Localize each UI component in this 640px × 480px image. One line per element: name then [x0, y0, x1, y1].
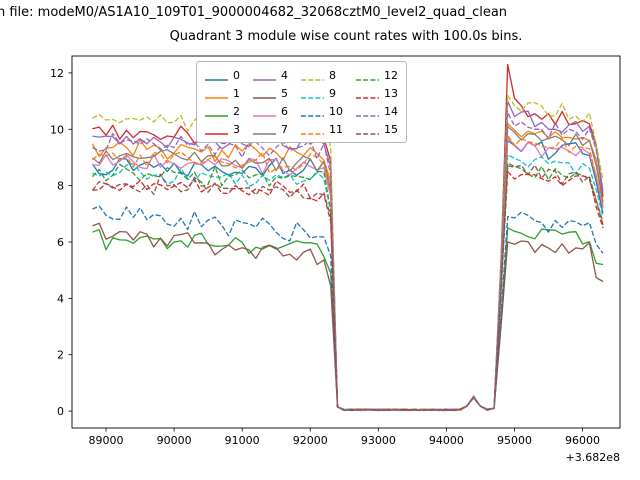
legend-item-15: 15: [356, 121, 398, 137]
legend-label: 0: [233, 68, 240, 82]
y-tick-label: 8: [57, 180, 64, 193]
legend-label: 7: [281, 122, 288, 136]
legend-line-sample: [301, 106, 324, 117]
legend-item-10: 10: [301, 103, 343, 119]
legend-label: 12: [384, 68, 398, 82]
y-tick-label: 4: [57, 292, 64, 305]
legend-line-sample: [356, 124, 379, 135]
y-tick-label: 10: [50, 123, 64, 136]
legend-line-sample: [301, 88, 324, 99]
legend-label: 1: [233, 86, 240, 100]
y-tick-label: 6: [57, 236, 64, 249]
x-tick-label: 91000: [225, 434, 260, 447]
legend-label: 13: [384, 86, 398, 100]
axes-title: Quadrant 3 module wise count rates with …: [169, 29, 523, 44]
x-tick-label: 95000: [497, 434, 532, 447]
legend-line-sample: [253, 88, 276, 99]
legend-line-sample: [253, 124, 276, 135]
series-line-14: [92, 111, 604, 412]
legend-item-6: 6: [253, 103, 288, 119]
legend-label: 10: [329, 104, 343, 118]
x-tick-label: 94000: [429, 434, 464, 447]
legend-line-sample: [253, 70, 276, 81]
legend-item-13: 13: [356, 85, 398, 101]
x-axis-offset-label: +3.682e8: [566, 451, 620, 464]
y-tick-label: 2: [57, 349, 64, 362]
legend-label: 9: [329, 86, 336, 100]
x-tick-label: 89000: [89, 434, 124, 447]
legend-line-sample: [356, 70, 379, 81]
legend-label: 15: [384, 122, 398, 136]
legend-item-5: 5: [253, 85, 288, 101]
x-tick-label: 90000: [157, 434, 192, 447]
legend-line-sample: [253, 106, 276, 117]
legend-line-sample: [301, 70, 324, 81]
legend-line-sample: [356, 106, 379, 117]
legend-label: 6: [281, 104, 288, 118]
legend-item-8: 8: [301, 67, 343, 83]
series-line-15: [91, 164, 604, 412]
legend-item-12: 12: [356, 67, 398, 83]
legend-item-0: 0: [205, 67, 240, 83]
legend-line-sample: [205, 106, 228, 117]
x-tick-label: 93000: [361, 434, 396, 447]
legend-column: 4 5 6 7: [253, 67, 288, 137]
legend-column: 12 13 14 15: [356, 67, 398, 137]
y-tick-label: 12: [50, 67, 64, 80]
legend-line-sample: [205, 70, 228, 81]
legend-line-sample: [205, 124, 228, 135]
legend-label: 4: [281, 68, 288, 82]
legend-label: 8: [329, 68, 336, 82]
x-tick-label: 92000: [293, 434, 328, 447]
legend-line-sample: [301, 124, 324, 135]
legend-label: 14: [384, 104, 398, 118]
legend-item-11: 11: [301, 121, 343, 137]
y-tick-label: 0: [57, 405, 64, 418]
legend-label: 3: [233, 122, 240, 136]
legend-item-2: 2: [205, 103, 240, 119]
legend-item-4: 4: [253, 67, 288, 83]
legend-label: 5: [281, 86, 288, 100]
axes-frame: [71, 55, 621, 429]
legend-item-1: 1: [205, 85, 240, 101]
legend-item-3: 3: [205, 121, 240, 137]
legend-line-sample: [205, 88, 228, 99]
legend-item-7: 7: [253, 121, 288, 137]
legend-column: 8 9 10 11: [301, 67, 343, 137]
legend: 0 1 2 3 4 5 6 7 8 9 10 11 12 13 14 15: [196, 61, 407, 143]
figure-suptitle: n file: modeM0/AS1A10_109T01_9000004682_…: [0, 5, 508, 20]
legend-item-14: 14: [356, 103, 398, 119]
legend-label: 11: [329, 122, 343, 136]
legend-line-sample: [356, 88, 379, 99]
legend-column: 0 1 2 3: [205, 67, 240, 137]
x-tick-label: 96000: [565, 434, 600, 447]
legend-item-9: 9: [301, 85, 343, 101]
legend-label: 2: [233, 104, 240, 118]
